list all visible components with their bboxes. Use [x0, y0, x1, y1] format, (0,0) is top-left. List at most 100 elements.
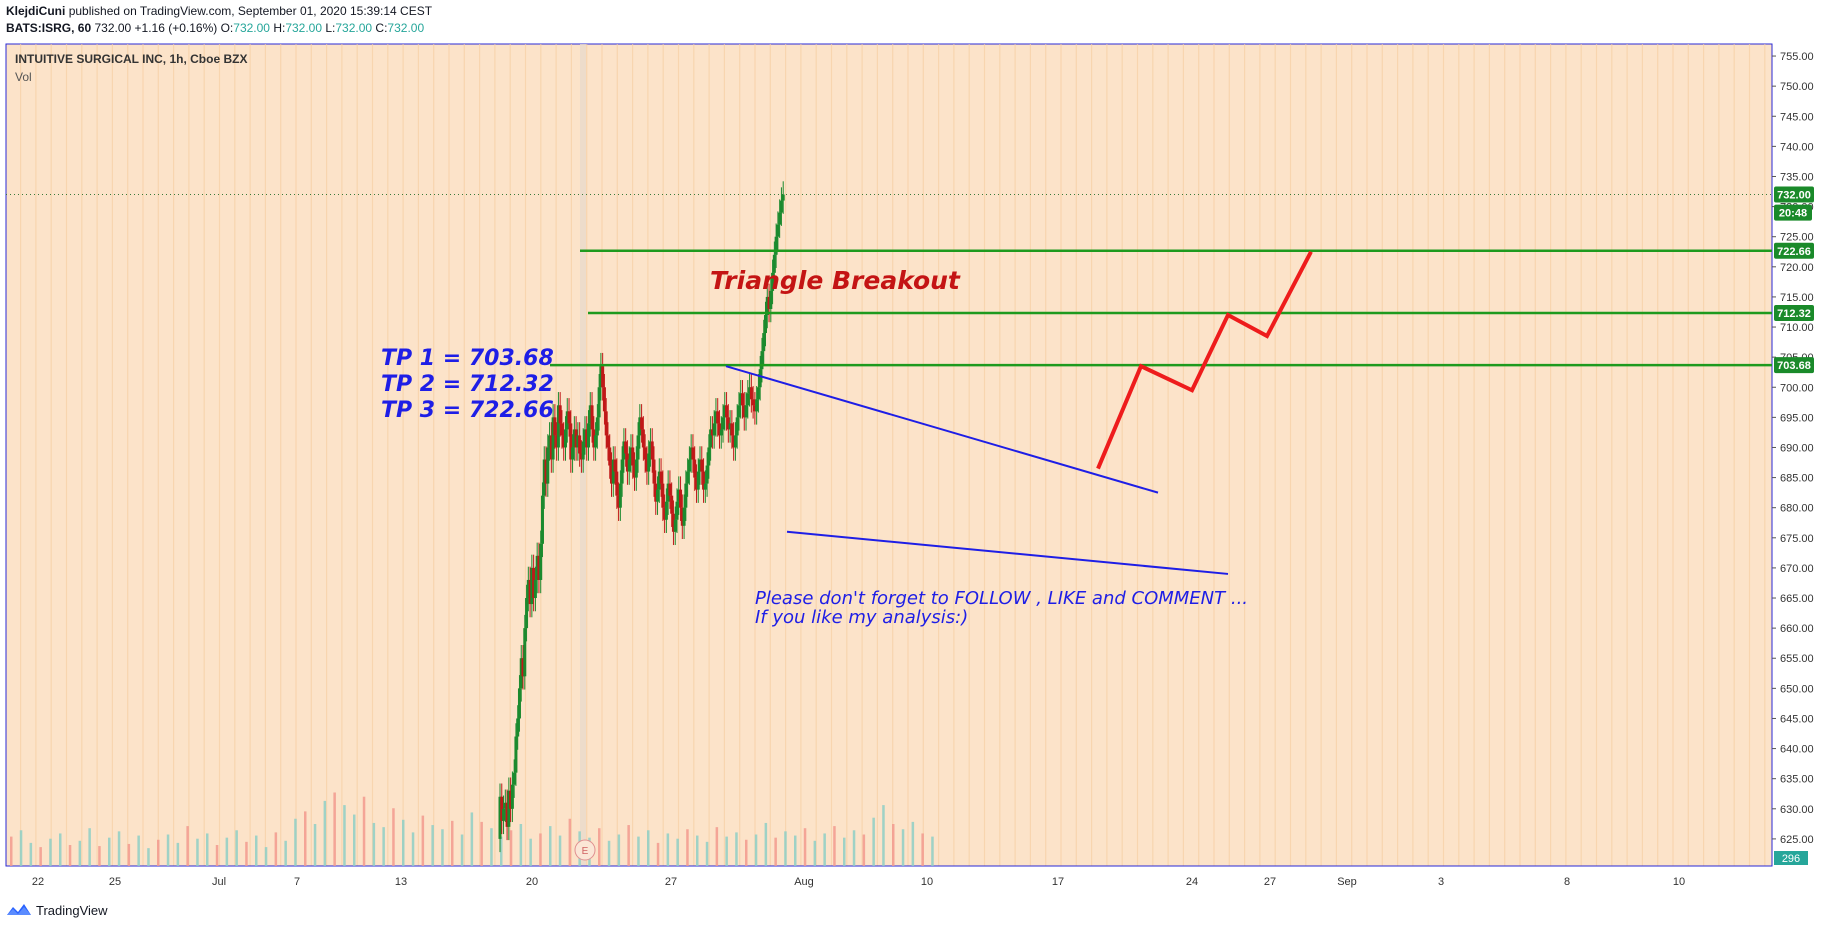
volume-bar: [294, 818, 297, 866]
author-name[interactable]: KlejdiCuni: [6, 4, 66, 18]
x-tick-label: 10: [1673, 876, 1685, 888]
session-stripe: [601, 44, 603, 866]
volume-bar: [666, 833, 670, 866]
session-stripe: [540, 44, 542, 866]
y-tick-label: 710.00: [1780, 322, 1814, 334]
volume-bar: [813, 840, 817, 866]
volume-bar: [29, 842, 33, 866]
session-stripe: [1412, 44, 1414, 866]
session-stripe: [35, 44, 37, 866]
volume-bar: [362, 796, 366, 866]
candle-body: [652, 459, 656, 484]
volume-bar: [617, 834, 621, 866]
session-stripe: [448, 44, 450, 866]
price-badge-label: 20:48: [1779, 208, 1807, 220]
session-stripe: [1091, 44, 1093, 866]
session-stripe: [1580, 44, 1582, 866]
y-tick-label: 745.00: [1780, 111, 1814, 123]
x-tick-label: 27: [1264, 876, 1276, 888]
triangle-breakout-annotation[interactable]: Triangle Breakout: [710, 266, 960, 295]
y-tick-label: 625.00: [1780, 834, 1814, 846]
follow-note-annotation[interactable]: Please don't forget to FOLLOW , LIKE and…: [755, 589, 1248, 627]
volume-bar: [186, 826, 189, 866]
low-label: L:: [325, 21, 336, 35]
session-stripe: [524, 44, 527, 866]
symbol-label: BATS:ISRG, 60: [6, 21, 92, 35]
session-stripe: [1121, 44, 1123, 866]
candle-body: [537, 555, 541, 580]
candle-body: [737, 405, 741, 418]
volume-bar: [402, 819, 405, 866]
session-stripe: [1488, 44, 1490, 866]
candle-body: [540, 495, 544, 544]
candle-body: [620, 459, 624, 484]
candle-body: [631, 447, 635, 466]
price-badge: [1774, 242, 1814, 259]
tradingview-brand: TradingView: [36, 902, 108, 918]
candle-body: [560, 423, 564, 436]
volume-bar: [313, 824, 317, 866]
volume-bar: [568, 818, 572, 866]
candle-body: [677, 489, 681, 502]
volume-bar: [862, 834, 866, 866]
session-stripe: [800, 44, 802, 866]
y-tick-label: 720.00: [1780, 262, 1814, 274]
candle-body: [698, 459, 702, 472]
session-stripe: [739, 44, 741, 866]
volume-bar: [470, 812, 474, 866]
session-stripe: [968, 44, 970, 866]
y-tick-label: 750.00: [1780, 81, 1814, 93]
take-profit-annotation[interactable]: TP 1 = 703.68 TP 2 = 712.32 TP 3 = 722.6…: [381, 346, 554, 424]
y-tick-label: 675.00: [1780, 533, 1814, 545]
volume-bar: [656, 842, 660, 866]
candle-body: [595, 417, 599, 436]
tradingview-logo-icon: [7, 904, 31, 915]
x-tick-label: 20: [526, 876, 538, 888]
candle-body: [689, 447, 693, 460]
session-stripe: [785, 44, 787, 866]
volume-bar: [647, 830, 650, 866]
candle-body: [553, 417, 557, 436]
volume-bar: [78, 840, 82, 866]
volume-bar: [931, 836, 934, 866]
session-stripe: [1687, 44, 1689, 866]
volume-bar: [166, 834, 170, 866]
candle-body: [739, 393, 743, 406]
candle-body: [684, 483, 688, 508]
price-badge-label: 712.32: [1777, 308, 1811, 320]
y-tick-label: 665.00: [1780, 593, 1814, 605]
note-line-1: Please don't forget to FOLLOW , LIKE and…: [755, 588, 1249, 609]
session-stripe: [433, 44, 435, 866]
candle-body: [645, 459, 649, 472]
session-stripe: [815, 44, 817, 866]
candle-body: [659, 471, 663, 484]
session-stripe: [20, 44, 22, 866]
tradingview-footer[interactable]: TradingView: [6, 902, 108, 918]
session-stripe: [417, 44, 419, 866]
volume-bar: [607, 840, 611, 866]
session-stripe: [769, 44, 771, 866]
open-label: O:: [220, 21, 234, 35]
high-label: H:: [273, 21, 286, 35]
session-stripe: [142, 44, 144, 866]
volume-bar: [764, 822, 768, 866]
candle-body: [558, 405, 562, 424]
y-tick-label: 685.00: [1780, 473, 1814, 485]
candle-body: [576, 435, 580, 448]
session-stripe: [1550, 44, 1552, 866]
volume-badge-label: 296: [1782, 853, 1800, 865]
session-stripe: [677, 44, 680, 866]
candle-body: [562, 435, 566, 448]
volume-bar: [411, 832, 415, 866]
session-stripe: [1397, 44, 1399, 866]
session-stripe: [723, 44, 725, 866]
candle-body: [638, 417, 642, 436]
candle-body: [512, 772, 516, 785]
candle-body: [779, 200, 783, 213]
candle-body: [549, 435, 553, 460]
x-tick-label: 17: [1052, 876, 1064, 888]
y-tick-label: 715.00: [1780, 292, 1814, 304]
volume-bar: [715, 827, 719, 866]
session-stripe: [1458, 44, 1460, 866]
